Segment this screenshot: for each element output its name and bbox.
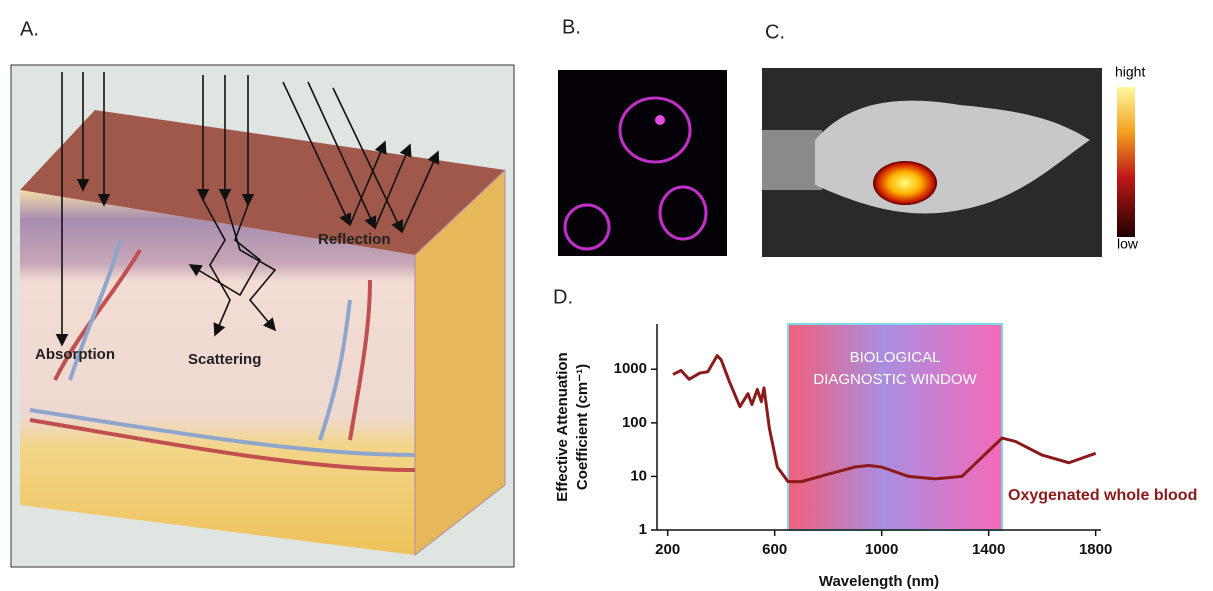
x-axis-label: Wavelength (nm) [819, 573, 939, 590]
annotation: Reflection [318, 231, 391, 248]
panel-label: C. [765, 21, 785, 43]
colorbar [1117, 87, 1135, 237]
skin-top [20, 110, 505, 255]
cell-spot [655, 115, 665, 125]
signal [873, 161, 937, 205]
chart: BIOLOGICAL DIAGNOSTIC WINDOW 1 10 100 1000 200… [554, 323, 1197, 590]
x-tick-label: 1800 [1079, 541, 1112, 558]
y-tick-label: 1000 [614, 360, 647, 377]
colorbar-label: hight [1115, 64, 1145, 80]
cells [563, 96, 708, 251]
y-tick-label: 10 [630, 467, 647, 484]
vessels [29, 239, 416, 457]
light-rays [55, 72, 440, 347]
x-tick-label: 600 [762, 541, 787, 558]
y-tick-label: 1 [639, 521, 647, 538]
series-line [672, 354, 1097, 484]
y-axis-label: Effective Attenuation [554, 352, 571, 501]
annotation: Scattering [188, 351, 261, 368]
panel-label: B. [562, 16, 581, 38]
nose-cone [762, 130, 822, 190]
colorbar-label: low [1117, 236, 1139, 252]
window-label: BIOLOGICAL [850, 349, 941, 366]
window-label: DIAGNOSTIC WINDOW [813, 371, 977, 388]
y-tick-label: 100 [622, 414, 647, 431]
panel-label: D. [553, 286, 573, 308]
x-tick-label: 1000 [865, 541, 898, 558]
panel-label: A. [20, 18, 39, 40]
series-label: Oxygenated whole blood [1008, 487, 1197, 504]
x-tick-label: 1400 [972, 541, 1005, 558]
y-axis-label: Coefficient (cm⁻¹) [574, 364, 591, 490]
x-tick-label: 200 [655, 541, 680, 558]
window [787, 323, 1004, 531]
annotation: Absorption [35, 346, 115, 363]
